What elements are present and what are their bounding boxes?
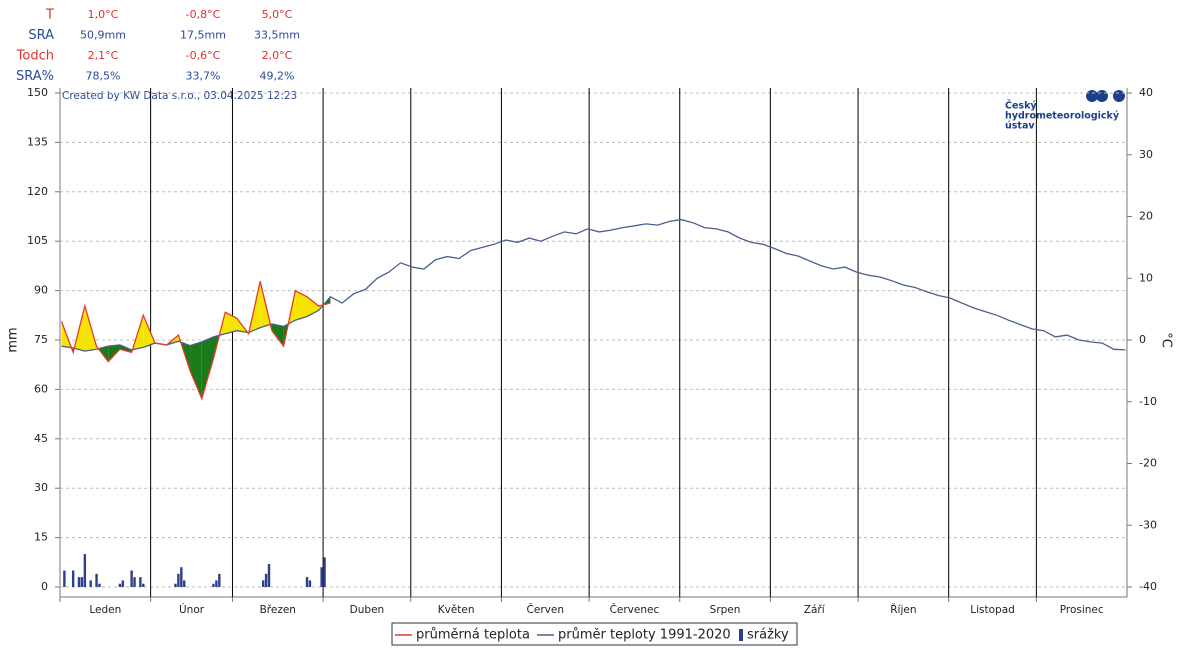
logo-dot — [1096, 90, 1108, 102]
stat-value: -0,8°C — [186, 8, 221, 21]
legend-swatch — [739, 629, 743, 641]
x-tick-label: Červenec — [610, 603, 660, 616]
y-tick-label: 60 — [34, 382, 48, 395]
y-tick-label: 0 — [41, 580, 48, 593]
legend-box — [391, 622, 798, 646]
bar — [308, 580, 312, 587]
bar — [95, 573, 98, 587]
anomaly-area — [225, 312, 237, 334]
y2-tick-label: 40 — [1139, 86, 1153, 99]
y-tick-label: 90 — [34, 284, 48, 297]
x-tick-label: Prosinec — [1060, 604, 1104, 616]
x-tick-label: Říjen — [890, 603, 916, 616]
stat-value: 50,9mm — [80, 29, 126, 42]
bar — [177, 573, 180, 587]
y2-tick-label: 0 — [1139, 333, 1146, 346]
bar — [118, 583, 122, 587]
stat-label: SRA — [28, 28, 54, 43]
anomaly-area — [271, 323, 284, 347]
stat-value: 17,5mm — [180, 29, 226, 42]
bar — [183, 580, 186, 587]
bar — [305, 577, 309, 587]
y-tick-label: 30 — [34, 481, 48, 494]
bar — [71, 570, 75, 587]
stat-value: 49,2% — [260, 70, 295, 83]
bar — [215, 580, 218, 587]
legend-label: průměr teploty 1991-2020 — [558, 628, 731, 643]
logo-dot — [1113, 90, 1125, 102]
stat-value: 2,1°C — [88, 49, 119, 62]
anomaly-area — [108, 344, 120, 362]
credit: Created by KW Data s.r.o., 03.04.2025 12… — [62, 90, 297, 102]
logo-text: ústav — [1005, 121, 1035, 132]
bar — [130, 570, 133, 587]
y2-tick-label: 20 — [1139, 210, 1153, 223]
bar — [264, 573, 268, 587]
stat-value: 2,0°C — [262, 49, 293, 62]
stat-label: Todch — [16, 49, 54, 64]
bar — [174, 583, 177, 587]
x-tick-label: Duben — [350, 604, 385, 616]
x-tick-label: Únor — [179, 603, 205, 616]
bar — [142, 583, 145, 587]
line — [60, 281, 331, 401]
bar — [77, 577, 81, 587]
x-tick-label: Červen — [527, 603, 564, 616]
stat-label: SRA% — [16, 69, 54, 84]
stat-value: -0,6°C — [186, 49, 221, 62]
y-tick-label: 120 — [27, 185, 48, 198]
stat-value: 1,0°C — [88, 8, 119, 21]
y2-tick-label: 30 — [1139, 148, 1153, 161]
x-tick-label: Září — [804, 604, 826, 616]
y-tick-label: 45 — [34, 432, 48, 445]
bar — [320, 567, 323, 587]
y-tick-label: 105 — [27, 234, 48, 247]
anomaly-area — [201, 336, 214, 399]
y2-tick-label: -20 — [1139, 457, 1157, 470]
line — [61, 218, 1126, 352]
bar — [133, 577, 136, 587]
y-tick-label: 75 — [34, 333, 48, 346]
bar — [323, 557, 326, 587]
x-tick-label: Listopad — [970, 604, 1015, 616]
bar — [267, 563, 271, 587]
y2-tick-label: -40 — [1139, 580, 1157, 593]
x-tick-label: Březen — [260, 604, 296, 616]
stat-value: 78,5% — [86, 70, 121, 83]
y2-tick-label: -10 — [1139, 395, 1157, 408]
bar — [121, 580, 125, 587]
bar — [83, 554, 87, 587]
bar — [98, 583, 101, 587]
legend-label: průměrná teplota — [416, 628, 530, 643]
logo-text: Český — [1005, 100, 1037, 112]
bar — [63, 570, 66, 587]
stat-value: 33,7% — [186, 70, 221, 83]
anomaly-area — [295, 290, 308, 321]
stat-value: 5,0°C — [262, 8, 293, 21]
bar — [89, 580, 92, 587]
x-tick-label: Srpen — [710, 604, 741, 616]
stat-value: 33,5mm — [254, 29, 300, 42]
y2-axis-title: °C — [1159, 332, 1174, 348]
bar — [212, 583, 215, 587]
bar — [180, 567, 183, 587]
y-tick-label: 150 — [27, 86, 48, 99]
x-tick-label: Květen — [438, 604, 475, 616]
y2-tick-label: 10 — [1139, 271, 1153, 284]
y-tick-label: 15 — [34, 531, 48, 544]
stat-label: T — [45, 8, 54, 23]
bar — [80, 577, 84, 587]
y-tick-label: 135 — [27, 135, 48, 148]
bar — [218, 573, 221, 587]
x-tick-label: Leden — [89, 604, 121, 616]
y2-tick-label: -30 — [1139, 518, 1157, 531]
anomaly-area — [190, 341, 202, 399]
legend-label: srážky — [747, 628, 789, 643]
logo-text: hydrometeorologický — [1005, 111, 1120, 122]
y-axis-title: mm — [6, 327, 21, 352]
bar — [139, 577, 142, 587]
bar — [261, 580, 265, 587]
